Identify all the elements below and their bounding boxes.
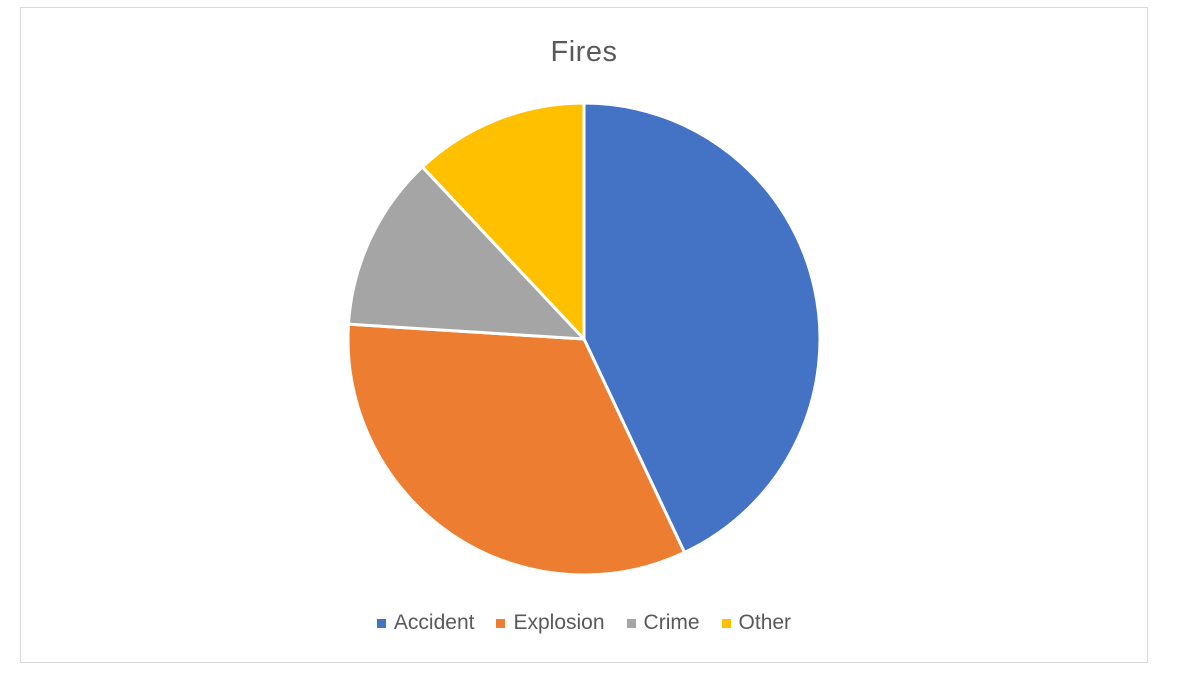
legend-label-accident: Accident [393, 611, 475, 634]
legend-swatch-explosion [496, 618, 506, 628]
legend-swatch-other [721, 618, 731, 628]
legend-label-other: Other [738, 611, 792, 634]
legend-label-explosion: Explosion [513, 611, 605, 634]
pie-chart [346, 101, 822, 577]
legend-item-explosion: Explosion [496, 611, 605, 635]
legend-item-accident: Accident [376, 611, 475, 635]
pie-slice-accident [582, 101, 822, 555]
pie-slice-explosion [346, 322, 686, 577]
pie-slice-crime [346, 165, 586, 341]
legend-swatch-accident [376, 618, 386, 628]
legend-swatch-crime [626, 618, 636, 628]
legend-item-other: Other [721, 611, 792, 635]
chart-area: Fires Accident Explosion Crime Other [20, 7, 1148, 663]
chart-legend: Accident Explosion Crime Other [21, 611, 1147, 635]
legend-label-crime: Crime [643, 611, 700, 634]
legend-item-crime: Crime [626, 611, 700, 635]
chart-title: Fires [550, 36, 618, 68]
pie-slice-other [420, 101, 586, 341]
